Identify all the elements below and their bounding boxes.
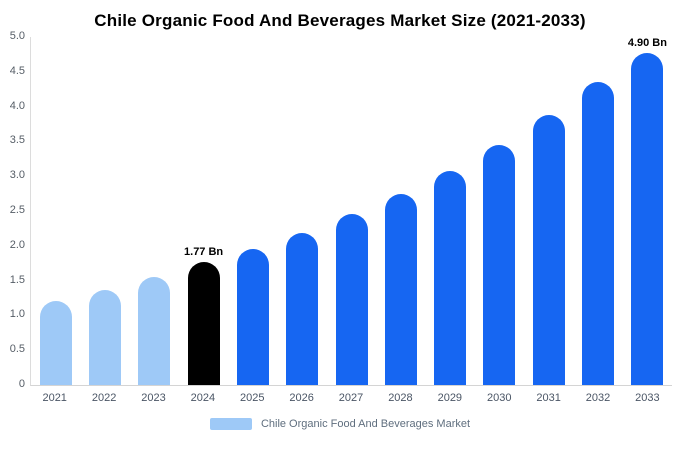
bar-column xyxy=(573,37,622,385)
y-axis: 0 0.5 1.0 1.5 2.0 2.5 3.0 3.5 4.0 4.5 5.0 xyxy=(0,30,30,390)
x-tick-label: 2026 xyxy=(289,392,314,404)
bar-value-label: 4.90 Bn xyxy=(627,37,667,49)
bar-2031 xyxy=(532,114,565,385)
bar-chart: 0 0.5 1.0 1.5 2.0 2.5 3.0 3.5 4.0 4.5 5.0 1.77 Bn 4… xyxy=(0,30,680,390)
plot-area: 1.77 Bn 4.90 Bn xyxy=(30,37,672,386)
bar-2027 xyxy=(335,213,368,385)
legend: Chile Organic Food And Beverages Market xyxy=(0,418,680,430)
bar-2033 xyxy=(631,53,664,385)
bar-2032 xyxy=(582,82,615,385)
x-tick-label: 2030 xyxy=(486,392,512,404)
y-tick-label: 0 xyxy=(18,378,25,390)
y-tick-label: 4.5 xyxy=(9,64,25,77)
y-tick-label: 1.0 xyxy=(9,308,25,321)
bar-column xyxy=(426,37,475,385)
x-tick-label: 2023 xyxy=(141,392,166,404)
y-tick-label: 3.5 xyxy=(9,134,25,147)
bar-2025 xyxy=(236,249,269,385)
bar-column xyxy=(130,37,179,385)
y-tick-label: 2.0 xyxy=(9,238,25,251)
x-tick-label: 2024 xyxy=(190,392,216,404)
x-tick-label: 2027 xyxy=(338,392,364,404)
bar-2029 xyxy=(434,170,467,385)
legend-swatch xyxy=(209,418,252,430)
bar-value-label: 1.77 Bn xyxy=(184,245,224,258)
y-tick-label: 1.5 xyxy=(9,273,25,286)
bar-column xyxy=(278,37,327,385)
bar-column xyxy=(475,37,524,385)
bar-2021 xyxy=(39,301,72,385)
x-axis: 2021 2022 2023 2024 2025 2026 2027 2028 2029 2030… xyxy=(30,392,680,404)
legend-label: Chile Organic Food And Beverages Market xyxy=(260,418,471,430)
bar-2023 xyxy=(138,277,171,385)
bar-2026 xyxy=(286,233,319,385)
bar-column: 1.77 Bn xyxy=(179,37,228,385)
bar-column xyxy=(376,37,425,385)
bar-column xyxy=(31,37,80,385)
x-tick-label: 2028 xyxy=(388,392,413,404)
x-tick-label: 2031 xyxy=(536,392,561,404)
bar-column xyxy=(228,37,277,385)
x-tick-label: 2033 xyxy=(635,392,660,404)
x-tick-label: 2022 xyxy=(91,392,117,404)
x-tick-label: 2032 xyxy=(585,392,611,404)
y-tick-label: 5.0 xyxy=(9,30,25,42)
y-tick-label: 2.5 xyxy=(9,204,25,216)
bar-2030 xyxy=(483,144,516,385)
y-tick-label: 0.5 xyxy=(9,343,25,356)
bar-column xyxy=(524,37,573,385)
x-tick-label: 2021 xyxy=(42,392,67,404)
bar-column: 4.90 Bn xyxy=(623,37,672,385)
chart-title: Chile Organic Food And Beverages Market … xyxy=(94,11,586,30)
x-tick-label: 2025 xyxy=(240,392,265,404)
bar-column xyxy=(327,37,376,385)
y-tick-label: 4.0 xyxy=(9,99,25,112)
bar-2024 xyxy=(187,261,220,385)
x-tick-label: 2029 xyxy=(437,392,463,404)
bar-2028 xyxy=(384,193,417,385)
bar-column xyxy=(80,37,129,385)
bar-2022 xyxy=(88,289,121,385)
y-tick-label: 3.0 xyxy=(9,169,25,182)
